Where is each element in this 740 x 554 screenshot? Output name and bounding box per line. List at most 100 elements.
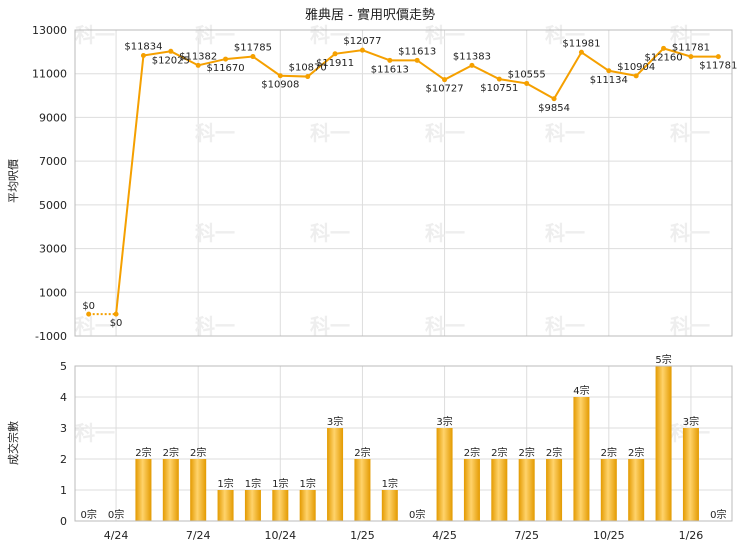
- line-point-label: $11981: [562, 38, 600, 49]
- bar: [573, 397, 590, 521]
- line-chart-y-tick-label: -1000: [35, 330, 67, 343]
- line-point: [195, 62, 201, 68]
- watermark-text: 科一: [545, 314, 585, 338]
- bar: [244, 490, 261, 521]
- bar: [600, 459, 617, 521]
- line-point: [551, 96, 557, 102]
- bar: [354, 459, 371, 521]
- bar-value-label: 2宗: [628, 446, 644, 459]
- bar-value-label: 3宗: [327, 415, 343, 428]
- bar: [655, 366, 672, 521]
- watermark-text: 科一: [310, 314, 350, 338]
- line-point: [661, 45, 667, 51]
- watermark-text: 科一: [545, 221, 585, 245]
- watermark-text: 科一: [670, 221, 710, 245]
- line-chart-y-tick-label: 13000: [32, 24, 67, 37]
- x-tick-label: 10/25: [593, 529, 625, 542]
- line-point: [86, 311, 92, 317]
- watermark-text: 科一: [425, 314, 465, 338]
- line-point-label: $11781: [699, 61, 737, 72]
- x-tick-label: 1/26: [679, 529, 704, 542]
- bar-value-label: 1宗: [300, 477, 316, 490]
- x-tick-label: 4/25: [432, 529, 457, 542]
- line-chart-y-axis-title: 平均呎價: [6, 159, 20, 203]
- line-point-label: $11613: [398, 46, 436, 57]
- watermark-text: 科一: [425, 23, 465, 47]
- line-series: [86, 45, 721, 317]
- bar-value-labels: 0宗 0宗 2宗 2宗 2宗 1宗 1宗 1宗 1宗 3宗 2宗 1宗 0宗 3宗 2宗 2宗 2宗 2宗 4宗 2宗…: [81, 353, 727, 521]
- bar-value-label: 0宗: [409, 508, 425, 521]
- line-point-label: $10555: [508, 69, 546, 80]
- x-tick-label: 4/24: [104, 529, 129, 542]
- x-tick-label: 7/24: [186, 529, 211, 542]
- line-point-label: $9854: [538, 103, 570, 114]
- bar-chart-y-tick-label: 4: [60, 391, 67, 404]
- line-point: [332, 51, 338, 57]
- line-point: [633, 73, 639, 79]
- line-point-label: $0: [110, 318, 123, 329]
- watermark-text: 科一: [310, 221, 350, 245]
- bar-value-label: 2宗: [519, 446, 535, 459]
- line-point: [606, 68, 612, 74]
- bar-chart-y-tick-label: 3: [60, 422, 67, 435]
- bar-value-label: 2宗: [601, 446, 617, 459]
- line-point: [140, 52, 146, 58]
- line-chart-y-tick-label: 11000: [32, 68, 67, 81]
- watermark-text: 科一: [310, 23, 350, 47]
- bar: [491, 459, 508, 521]
- watermark-text: 科一: [195, 314, 235, 338]
- bar-chart-y-tick-label: 2: [60, 453, 67, 466]
- line-point-label: $10751: [480, 83, 518, 94]
- bar-value-label: 2宗: [546, 446, 562, 459]
- bar-chart-frame: [74, 365, 733, 522]
- price-line: [115, 47, 719, 315]
- line-point: [359, 47, 365, 53]
- bar: [381, 490, 398, 521]
- bar-value-label: 3宗: [436, 415, 452, 428]
- line-point-label: $10904: [617, 62, 655, 73]
- bar-value-label: 2宗: [354, 446, 370, 459]
- watermark-text: 科一: [425, 221, 465, 245]
- line-point: [223, 56, 229, 62]
- line-point: [305, 74, 311, 80]
- line-point: [496, 76, 502, 82]
- line-point-label: $12077: [343, 36, 381, 47]
- line-chart-y-tick-label: 1000: [39, 286, 67, 299]
- line-point-label: $11382: [179, 51, 217, 62]
- bar-value-label: 1宗: [382, 477, 398, 490]
- bar: [217, 490, 234, 521]
- bar-value-label: 2宗: [190, 446, 206, 459]
- line-point-label: $10870: [289, 63, 327, 74]
- line-point-label: $11670: [206, 63, 244, 74]
- line-point: [168, 48, 174, 54]
- bar: [682, 428, 699, 521]
- bar-value-label: 5宗: [655, 353, 671, 366]
- line-point-label: $12160: [644, 52, 682, 63]
- line-point: [414, 57, 420, 63]
- line-chart-frame: [74, 29, 733, 337]
- line-chart-y-tick-label: 7000: [39, 155, 67, 168]
- bar: [190, 459, 207, 521]
- line-point-label: $11781: [672, 43, 710, 54]
- line-point: [524, 80, 530, 86]
- x-tick-label: 10/24: [264, 529, 296, 542]
- bar-chart-y-tick-label: 1: [60, 484, 67, 497]
- watermark-text: 科一: [195, 121, 235, 145]
- line-point-label: $12025: [152, 55, 190, 66]
- bar: [272, 490, 289, 521]
- line-point: [113, 311, 119, 317]
- line-point-label: $11834: [124, 41, 162, 52]
- bar-value-label: 1宗: [217, 477, 233, 490]
- bar-chart-y-tick-label: 0: [60, 515, 67, 528]
- watermark-text: 科一: [545, 23, 585, 47]
- bar-value-label: 2宗: [163, 446, 179, 459]
- bar-value-label: 0宗: [710, 508, 726, 521]
- line-point-label: $11613: [371, 64, 409, 75]
- line-point-label: $11134: [590, 75, 628, 86]
- bar-value-label: 2宗: [464, 446, 480, 459]
- line-point-label: $11383: [453, 51, 491, 62]
- line-chart-y-tick-label: 3000: [39, 243, 67, 256]
